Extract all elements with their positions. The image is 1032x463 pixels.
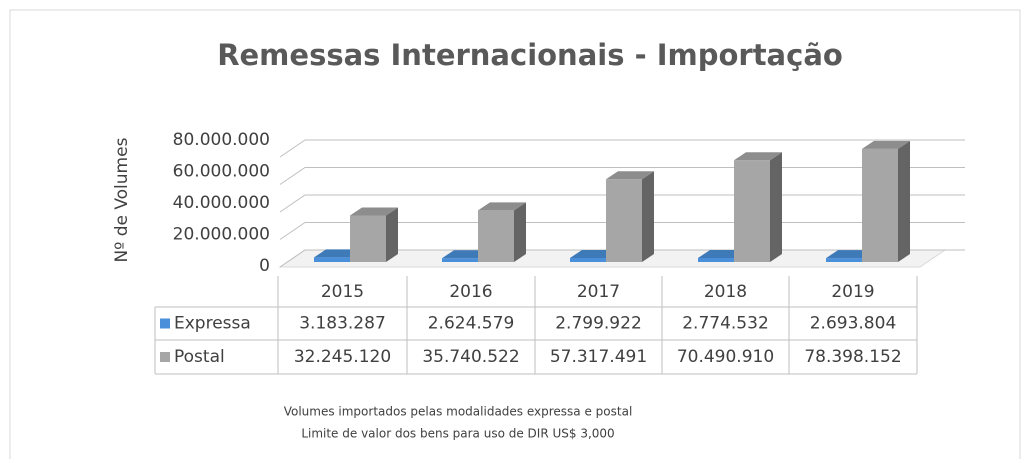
bar-face — [314, 257, 350, 262]
bar-face — [606, 171, 654, 180]
legend-swatch — [160, 318, 170, 329]
data-label: 78.398.152 — [804, 347, 901, 367]
data-label: 57.317.491 — [550, 347, 647, 367]
table-grid — [154, 276, 918, 375]
x-tick-label: 2019 — [831, 282, 874, 302]
bar-face — [570, 257, 606, 262]
chart-title: Remessas Internacionais - Importação — [217, 38, 843, 72]
y-axis-label: Nº de Volumes — [112, 137, 132, 262]
data-label: 2.799.922 — [555, 314, 642, 334]
data-label: 2.624.579 — [428, 314, 515, 334]
data-label: 70.490.910 — [677, 347, 774, 367]
bar — [350, 207, 398, 262]
x-tick-label: 2015 — [321, 282, 364, 302]
bar-face — [442, 258, 478, 262]
bar-face — [514, 202, 526, 262]
bar-face — [734, 160, 770, 262]
x-tick-label: 2018 — [704, 282, 747, 302]
legend-label: Postal — [174, 347, 225, 367]
data-label: 32.245.120 — [294, 347, 391, 367]
bar — [862, 140, 910, 262]
bar-face — [606, 179, 642, 262]
note: Limite de valor dos bens para uso de DIR… — [301, 427, 614, 441]
data-label: 2.693.804 — [810, 314, 897, 334]
bar-face — [642, 171, 654, 262]
bar-face — [350, 207, 398, 216]
bar-face — [734, 152, 782, 161]
note: Volumes importados pelas modalidades exp… — [284, 405, 633, 419]
x-tick-label: 2016 — [449, 282, 492, 302]
bar-face — [862, 148, 898, 262]
bar-face — [350, 215, 386, 262]
data-label: 3.183.287 — [299, 314, 386, 334]
x-tick-label: 2017 — [577, 282, 620, 302]
bar-face — [478, 210, 514, 262]
bar-face — [862, 140, 910, 149]
bar-face — [826, 258, 862, 262]
y-tick-label: 40.000.000 — [173, 193, 270, 213]
bar-face — [770, 152, 782, 262]
y-tick-label: 60.000.000 — [173, 162, 270, 182]
chart-border — [9, 9, 1021, 459]
bar-face — [478, 202, 526, 211]
bar-face — [898, 140, 910, 262]
legend-label: Expressa — [174, 314, 251, 334]
legend-swatch — [160, 352, 170, 362]
bar — [734, 152, 782, 262]
bar-face — [386, 207, 398, 262]
data-label: 35.740.522 — [422, 347, 519, 367]
y-tick-label: 20.000.000 — [173, 225, 270, 245]
y-tick-label: 0 — [259, 256, 270, 276]
bar — [606, 171, 654, 262]
bar-face — [698, 257, 734, 262]
data-label: 2.774.532 — [682, 314, 769, 334]
bar — [478, 202, 526, 262]
y-tick-label: 80.000.000 — [173, 130, 270, 150]
grid-line — [279, 139, 965, 158]
